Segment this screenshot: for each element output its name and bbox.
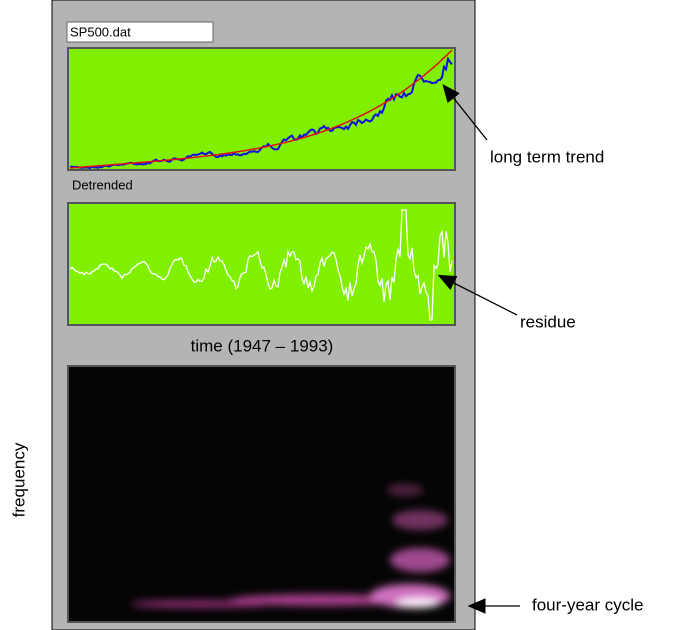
residue-annotation: residue [520,312,576,331]
figure: SP500.dat Detrended time (1947 – 1993) f… [0,0,696,630]
file-name: SP500.dat [70,24,131,39]
detrended-label: Detrended [72,177,133,192]
cycle-annotation: four-year cycle [532,595,643,614]
trend-plot [68,48,455,170]
frequency-label: frequency [9,442,28,517]
trend-annotation: long term trend [490,147,604,166]
time-label: time (1947 – 1993) [191,336,334,355]
